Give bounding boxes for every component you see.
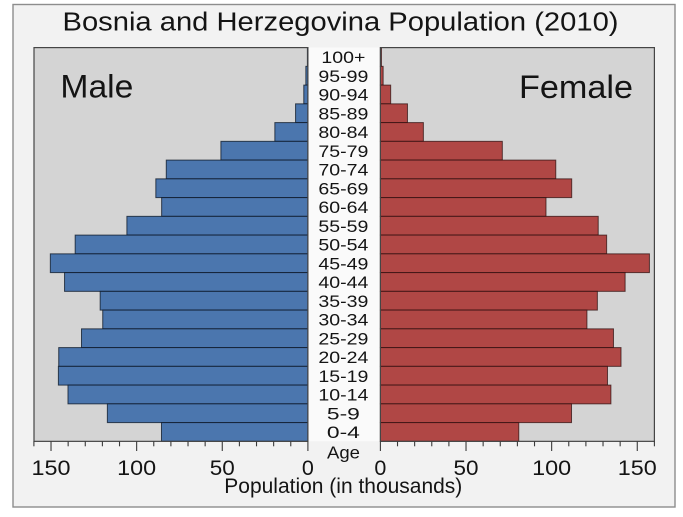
svg-text:10-14: 10-14 [318,386,368,405]
svg-text:100+: 100+ [321,48,365,67]
svg-text:0-4: 0-4 [327,423,360,442]
svg-text:100: 100 [117,456,156,480]
svg-text:150: 150 [618,456,657,480]
svg-text:0: 0 [302,456,314,480]
svg-text:150: 150 [32,456,71,480]
svg-text:85-89: 85-89 [318,104,368,123]
svg-text:Female: Female [519,69,633,105]
svg-text:50: 50 [210,456,235,480]
svg-text:70-74: 70-74 [318,161,368,180]
svg-text:75-79: 75-79 [318,142,368,161]
svg-text:90-94: 90-94 [318,86,368,105]
svg-text:35-39: 35-39 [318,292,368,311]
svg-text:Male: Male [60,68,133,104]
svg-text:45-49: 45-49 [318,254,368,273]
svg-text:Age: Age [327,443,360,463]
svg-text:5-9: 5-9 [327,404,360,423]
svg-text:95-99: 95-99 [318,67,368,86]
svg-text:15-19: 15-19 [318,367,368,386]
svg-text:55-59: 55-59 [318,217,368,236]
svg-text:20-24: 20-24 [318,348,368,367]
svg-text:0: 0 [374,456,386,480]
svg-text:Population (in thousands): Population (in thousands) [224,475,462,498]
svg-text:60-64: 60-64 [318,198,368,217]
svg-text:65-69: 65-69 [318,179,368,198]
svg-text:Bosnia and Herzegovina Populat: Bosnia and Herzegovina Population (2010) [63,9,619,37]
svg-text:40-44: 40-44 [318,273,368,292]
svg-text:50-54: 50-54 [318,236,368,255]
svg-text:50: 50 [454,456,479,480]
svg-text:30-34: 30-34 [318,311,368,330]
svg-text:100: 100 [532,456,571,480]
svg-text:80-84: 80-84 [318,123,368,142]
svg-text:25-29: 25-29 [318,329,368,348]
